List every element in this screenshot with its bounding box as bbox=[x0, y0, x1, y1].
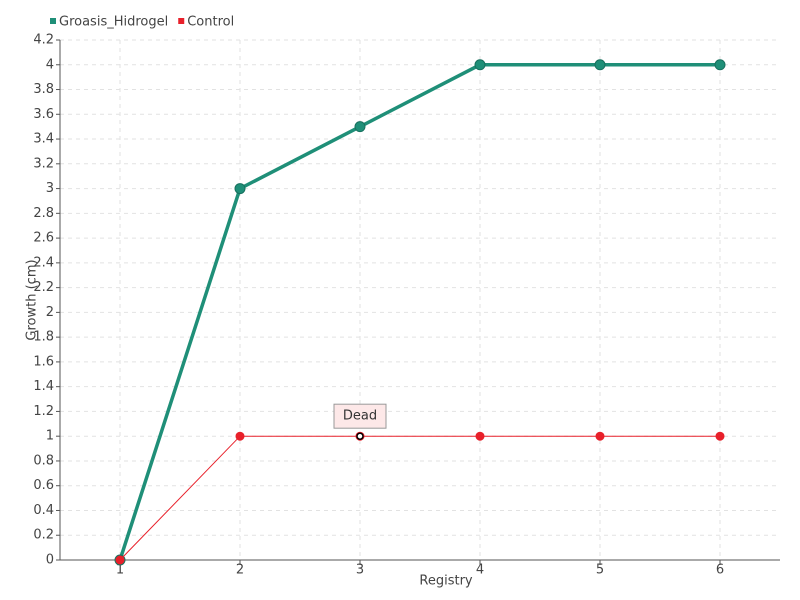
point bbox=[594, 59, 606, 71]
point bbox=[354, 121, 366, 133]
y-tick-label: 0 bbox=[46, 553, 54, 568]
y-tick-label: 2 bbox=[46, 305, 54, 320]
point bbox=[474, 59, 486, 71]
y-tick-label: 4 bbox=[46, 57, 54, 72]
y-tick-label: 2.8 bbox=[33, 206, 54, 221]
y-tick-label: 3.8 bbox=[33, 82, 54, 97]
legend-label: Groasis_Hidrogel bbox=[59, 15, 168, 30]
point bbox=[715, 431, 725, 441]
point bbox=[714, 59, 726, 71]
y-tick-label: 3.2 bbox=[33, 156, 54, 171]
legend-swatch bbox=[50, 18, 56, 24]
point bbox=[475, 431, 485, 441]
y-tick-label: 2.2 bbox=[33, 280, 54, 295]
y-tick-label: 0.4 bbox=[33, 503, 54, 518]
annotation-point bbox=[356, 432, 364, 440]
x-tick-label: 3 bbox=[356, 563, 364, 578]
y-tick-label: 1.4 bbox=[33, 379, 54, 394]
y-tick-label: 1.8 bbox=[33, 330, 54, 345]
point bbox=[595, 431, 605, 441]
annotation-box bbox=[333, 403, 387, 429]
x-tick-label: 4 bbox=[476, 563, 484, 578]
annotation: Dead bbox=[343, 409, 377, 424]
y-axis-title: Growth (cm) bbox=[25, 259, 40, 340]
legend-label: Control bbox=[187, 15, 234, 30]
x-tick-label: 2 bbox=[236, 563, 244, 578]
y-tick-label: 2.4 bbox=[33, 255, 54, 270]
point bbox=[235, 431, 245, 441]
x-axis-title: Registry bbox=[419, 574, 473, 589]
y-tick-label: 0.6 bbox=[33, 478, 54, 493]
y-tick-label: 2.6 bbox=[33, 231, 54, 246]
y-tick-label: 0.2 bbox=[33, 528, 54, 543]
legend-swatch bbox=[178, 18, 185, 24]
x-tick-label: 5 bbox=[596, 563, 604, 578]
series-line bbox=[119, 435, 720, 561]
point bbox=[234, 183, 246, 195]
series-line bbox=[118, 63, 720, 561]
y-tick-label: 1.6 bbox=[33, 354, 54, 369]
y-tick-label: 1 bbox=[46, 429, 54, 444]
y-tick-label: 3 bbox=[46, 181, 54, 196]
point bbox=[115, 555, 125, 565]
y-tick-label: 3.4 bbox=[33, 132, 54, 147]
y-tick-label: 4.2 bbox=[33, 33, 54, 48]
y-tick-label: 3.6 bbox=[33, 107, 54, 122]
y-tick-label: 1.2 bbox=[33, 404, 54, 419]
x-tick-label: 1 bbox=[116, 563, 124, 578]
y-tick-label: 0.8 bbox=[33, 453, 54, 468]
x-tick-label: 6 bbox=[716, 563, 724, 578]
